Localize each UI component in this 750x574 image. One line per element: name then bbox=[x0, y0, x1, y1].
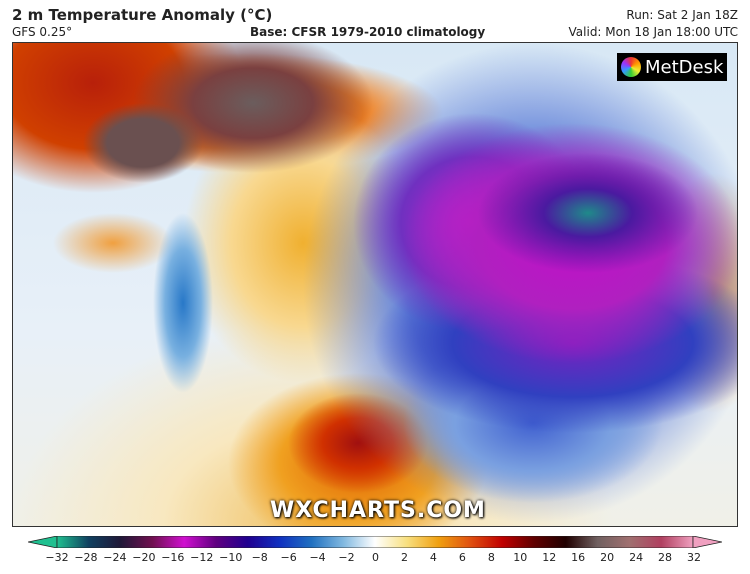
colorbar-gradient bbox=[56, 536, 694, 548]
metdesk-logo: MetDesk bbox=[617, 53, 727, 81]
valid-time-label: Valid: Mon 18 Jan 18:00 UTC bbox=[568, 25, 738, 39]
colorbar-tick-label: −20 bbox=[132, 551, 156, 564]
colorbar-tick-label: −28 bbox=[74, 551, 98, 564]
colorbar-tick-label: 24 bbox=[629, 551, 644, 564]
colorbar-tick-label: −16 bbox=[161, 551, 185, 564]
colorbar bbox=[28, 536, 722, 548]
run-label: Run: Sat 2 Jan 18Z bbox=[626, 8, 738, 22]
colorbar-tick-label: −24 bbox=[103, 551, 127, 564]
colorbar-tick-label: 0 bbox=[372, 551, 379, 564]
colorbar-tick-label: −6 bbox=[280, 551, 297, 564]
colorbar-tick-label: −32 bbox=[45, 551, 69, 564]
metdesk-logo-icon bbox=[621, 57, 641, 77]
colorbar-tick-label: 8 bbox=[487, 551, 495, 564]
colorbar-tick-label: 16 bbox=[571, 551, 586, 564]
colorbar-left-arrow bbox=[28, 536, 58, 548]
model-label: GFS 0.25° bbox=[12, 25, 73, 39]
colorbar-tick-label: −8 bbox=[251, 551, 268, 564]
watermark: WXCHARTS.COM bbox=[270, 498, 486, 523]
colorbar-tick-label: 4 bbox=[429, 551, 437, 564]
colorbar-tick-label: 20 bbox=[600, 551, 615, 564]
colorbar-tick-label: 28 bbox=[658, 551, 673, 564]
colorbar-tick-label: 6 bbox=[458, 551, 466, 564]
colorbar-tick-label: −2 bbox=[338, 551, 355, 564]
colorbar-tick-label: −12 bbox=[190, 551, 214, 564]
chart-title: 2 m Temperature Anomaly (°C) bbox=[12, 6, 273, 24]
colorbar-tick-label: −10 bbox=[219, 551, 243, 564]
colorbar-tick-label: 2 bbox=[400, 551, 408, 564]
logo-text: MetDesk bbox=[645, 56, 724, 78]
colorbar-tick-label: 12 bbox=[542, 551, 557, 564]
temperature-anomaly-map: MetDesk bbox=[12, 42, 738, 527]
colorbar-tick-label: −4 bbox=[309, 551, 326, 564]
base-climatology-label: Base: CFSR 1979-2010 climatology bbox=[250, 25, 486, 39]
colorbar-tick-label: 32 bbox=[687, 551, 701, 564]
colorbar-tick-label: 10 bbox=[513, 551, 528, 564]
colorbar-right-arrow bbox=[692, 536, 722, 548]
